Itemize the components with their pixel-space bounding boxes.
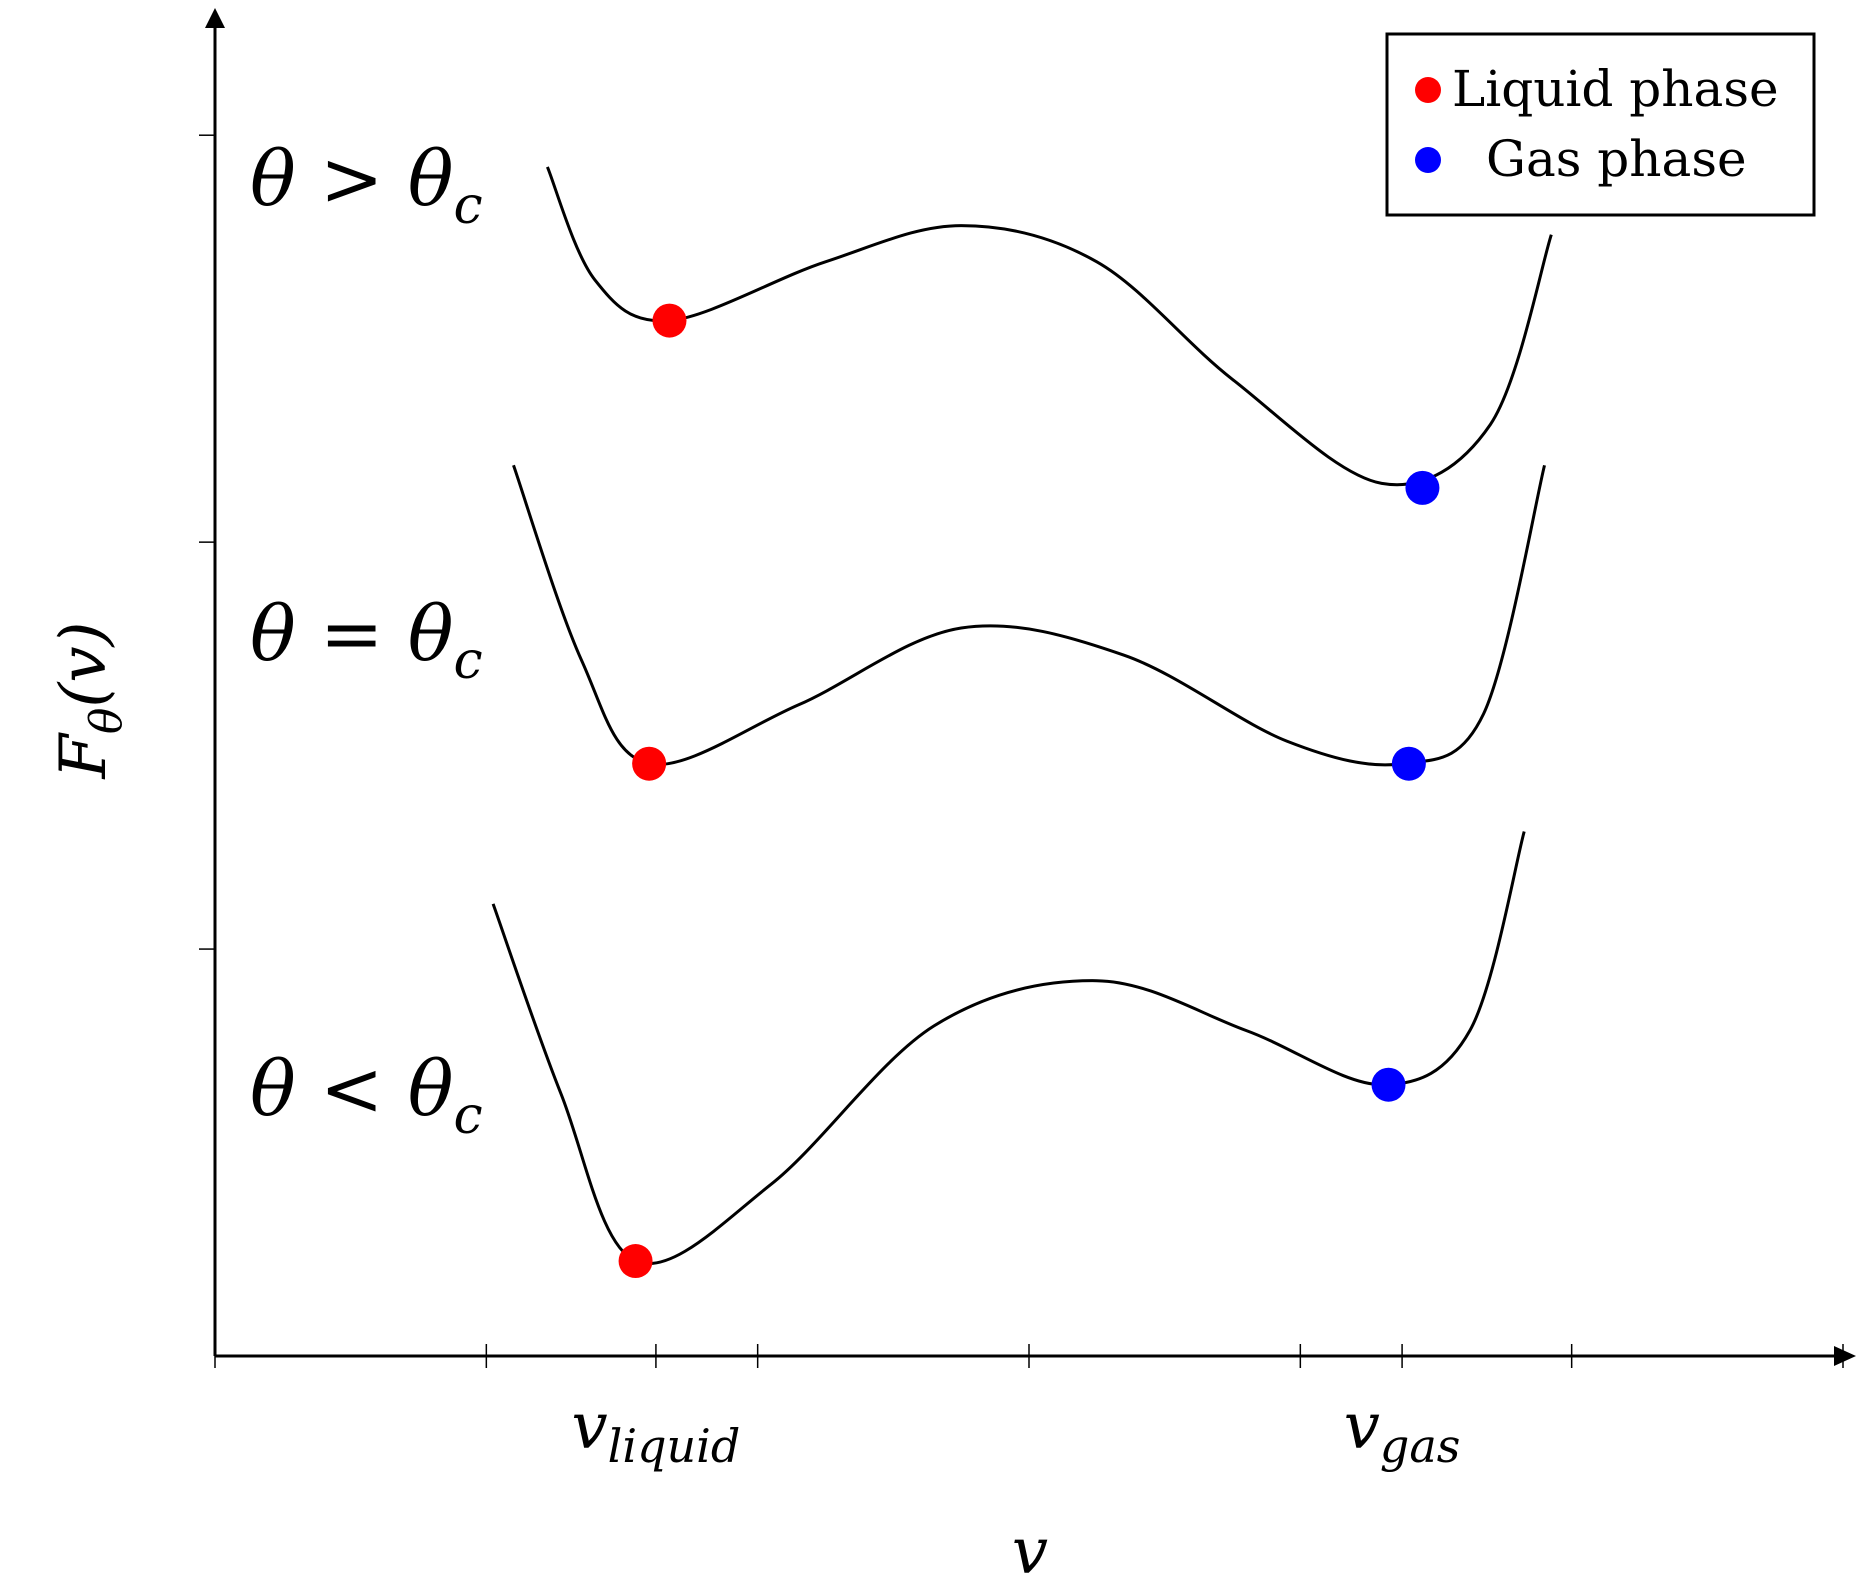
- curve-label-sub: c: [454, 631, 483, 691]
- y-axis-label-base: F: [47, 732, 121, 780]
- y-axis-label-sub: θ: [81, 708, 132, 735]
- x-axis-label: v: [1012, 1515, 1048, 1589]
- curve-label-main: θ < θ: [250, 1044, 454, 1133]
- x-tick-label-liquid: vliquid: [572, 1390, 741, 1473]
- liquid-phase-point: [652, 303, 687, 338]
- curve-label-sub: c: [454, 1086, 483, 1146]
- curve-label-1: θ > θc: [250, 134, 483, 236]
- curve-label-sub: c: [454, 176, 483, 236]
- curve-label-main: θ > θ: [250, 134, 454, 223]
- x-tick-labels-layer: vliquid vgas: [572, 1390, 1461, 1473]
- y-axis-arrowhead: [205, 8, 225, 28]
- gas-phase-point: [1405, 470, 1440, 505]
- x-axis-ticks: [214, 1344, 1844, 1368]
- curve-label-2: θ = θc: [250, 589, 483, 691]
- legend-liquid-marker: [1415, 77, 1441, 103]
- x-tick-label-gas: vgas: [1344, 1390, 1461, 1473]
- y-axis-label: Fθ(v): [47, 622, 132, 780]
- gas-phase-point: [1391, 746, 1426, 781]
- curve-label-main: θ = θ: [250, 589, 454, 678]
- free-energy-curve-2: [512, 464, 1546, 767]
- x-axis-arrowhead: [1834, 1346, 1856, 1366]
- x-tick-label-base: v: [1344, 1390, 1380, 1464]
- legend-gas-label: Gas phase: [1486, 130, 1747, 188]
- gas-phase-point: [1371, 1067, 1406, 1102]
- curve-labels-layer: θ > θcθ = θcθ < θc: [250, 134, 483, 1146]
- x-tick-label-base: v: [572, 1390, 608, 1464]
- liquid-phase-point: [632, 746, 667, 781]
- legend-gas-marker: [1415, 147, 1441, 173]
- curve-label-3: θ < θc: [250, 1044, 483, 1146]
- free-energy-curve-3: [491, 831, 1526, 1266]
- liquid-phase-point: [618, 1244, 653, 1279]
- y-axis-label-suffix: (v): [47, 622, 121, 708]
- x-tick-label-sub: gas: [1380, 1419, 1460, 1473]
- legend: Liquid phase Gas phase: [1385, 32, 1816, 217]
- legend-box: [1385, 32, 1816, 217]
- y-axis-ticks: [199, 134, 215, 950]
- free-energy-curve-1: [546, 166, 1553, 487]
- phase-points-layer: [618, 303, 1440, 1279]
- x-tick-label-sub: liquid: [608, 1419, 741, 1473]
- legend-liquid-label: Liquid phase: [1452, 60, 1779, 118]
- curves-layer: [491, 166, 1553, 1266]
